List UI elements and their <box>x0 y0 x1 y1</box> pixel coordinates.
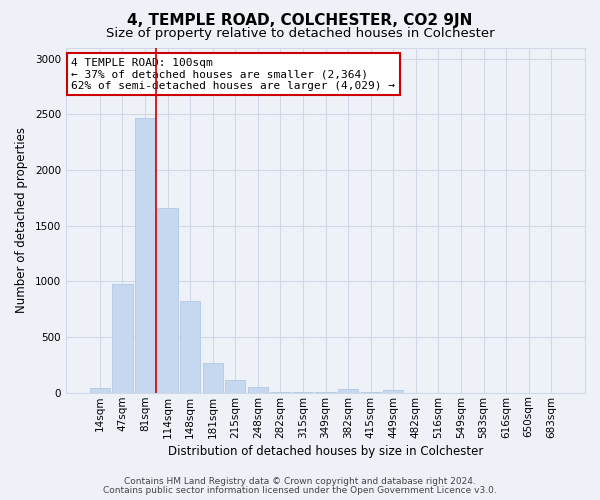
Bar <box>135 118 155 392</box>
X-axis label: Distribution of detached houses by size in Colchester: Distribution of detached houses by size … <box>168 444 483 458</box>
Bar <box>203 362 223 392</box>
Text: Contains HM Land Registry data © Crown copyright and database right 2024.: Contains HM Land Registry data © Crown c… <box>124 477 476 486</box>
Bar <box>157 208 178 392</box>
Bar <box>89 388 110 392</box>
Bar <box>338 390 358 392</box>
Bar <box>383 390 403 392</box>
Text: 4 TEMPLE ROAD: 100sqm
← 37% of detached houses are smaller (2,364)
62% of semi-d: 4 TEMPLE ROAD: 100sqm ← 37% of detached … <box>71 58 395 91</box>
Bar <box>225 380 245 392</box>
Bar <box>180 302 200 392</box>
Y-axis label: Number of detached properties: Number of detached properties <box>15 127 28 313</box>
Text: Contains public sector information licensed under the Open Government Licence v3: Contains public sector information licen… <box>103 486 497 495</box>
Text: Size of property relative to detached houses in Colchester: Size of property relative to detached ho… <box>106 28 494 40</box>
Text: 4, TEMPLE ROAD, COLCHESTER, CO2 9JN: 4, TEMPLE ROAD, COLCHESTER, CO2 9JN <box>127 12 473 28</box>
Bar <box>248 387 268 392</box>
Bar <box>112 284 133 393</box>
